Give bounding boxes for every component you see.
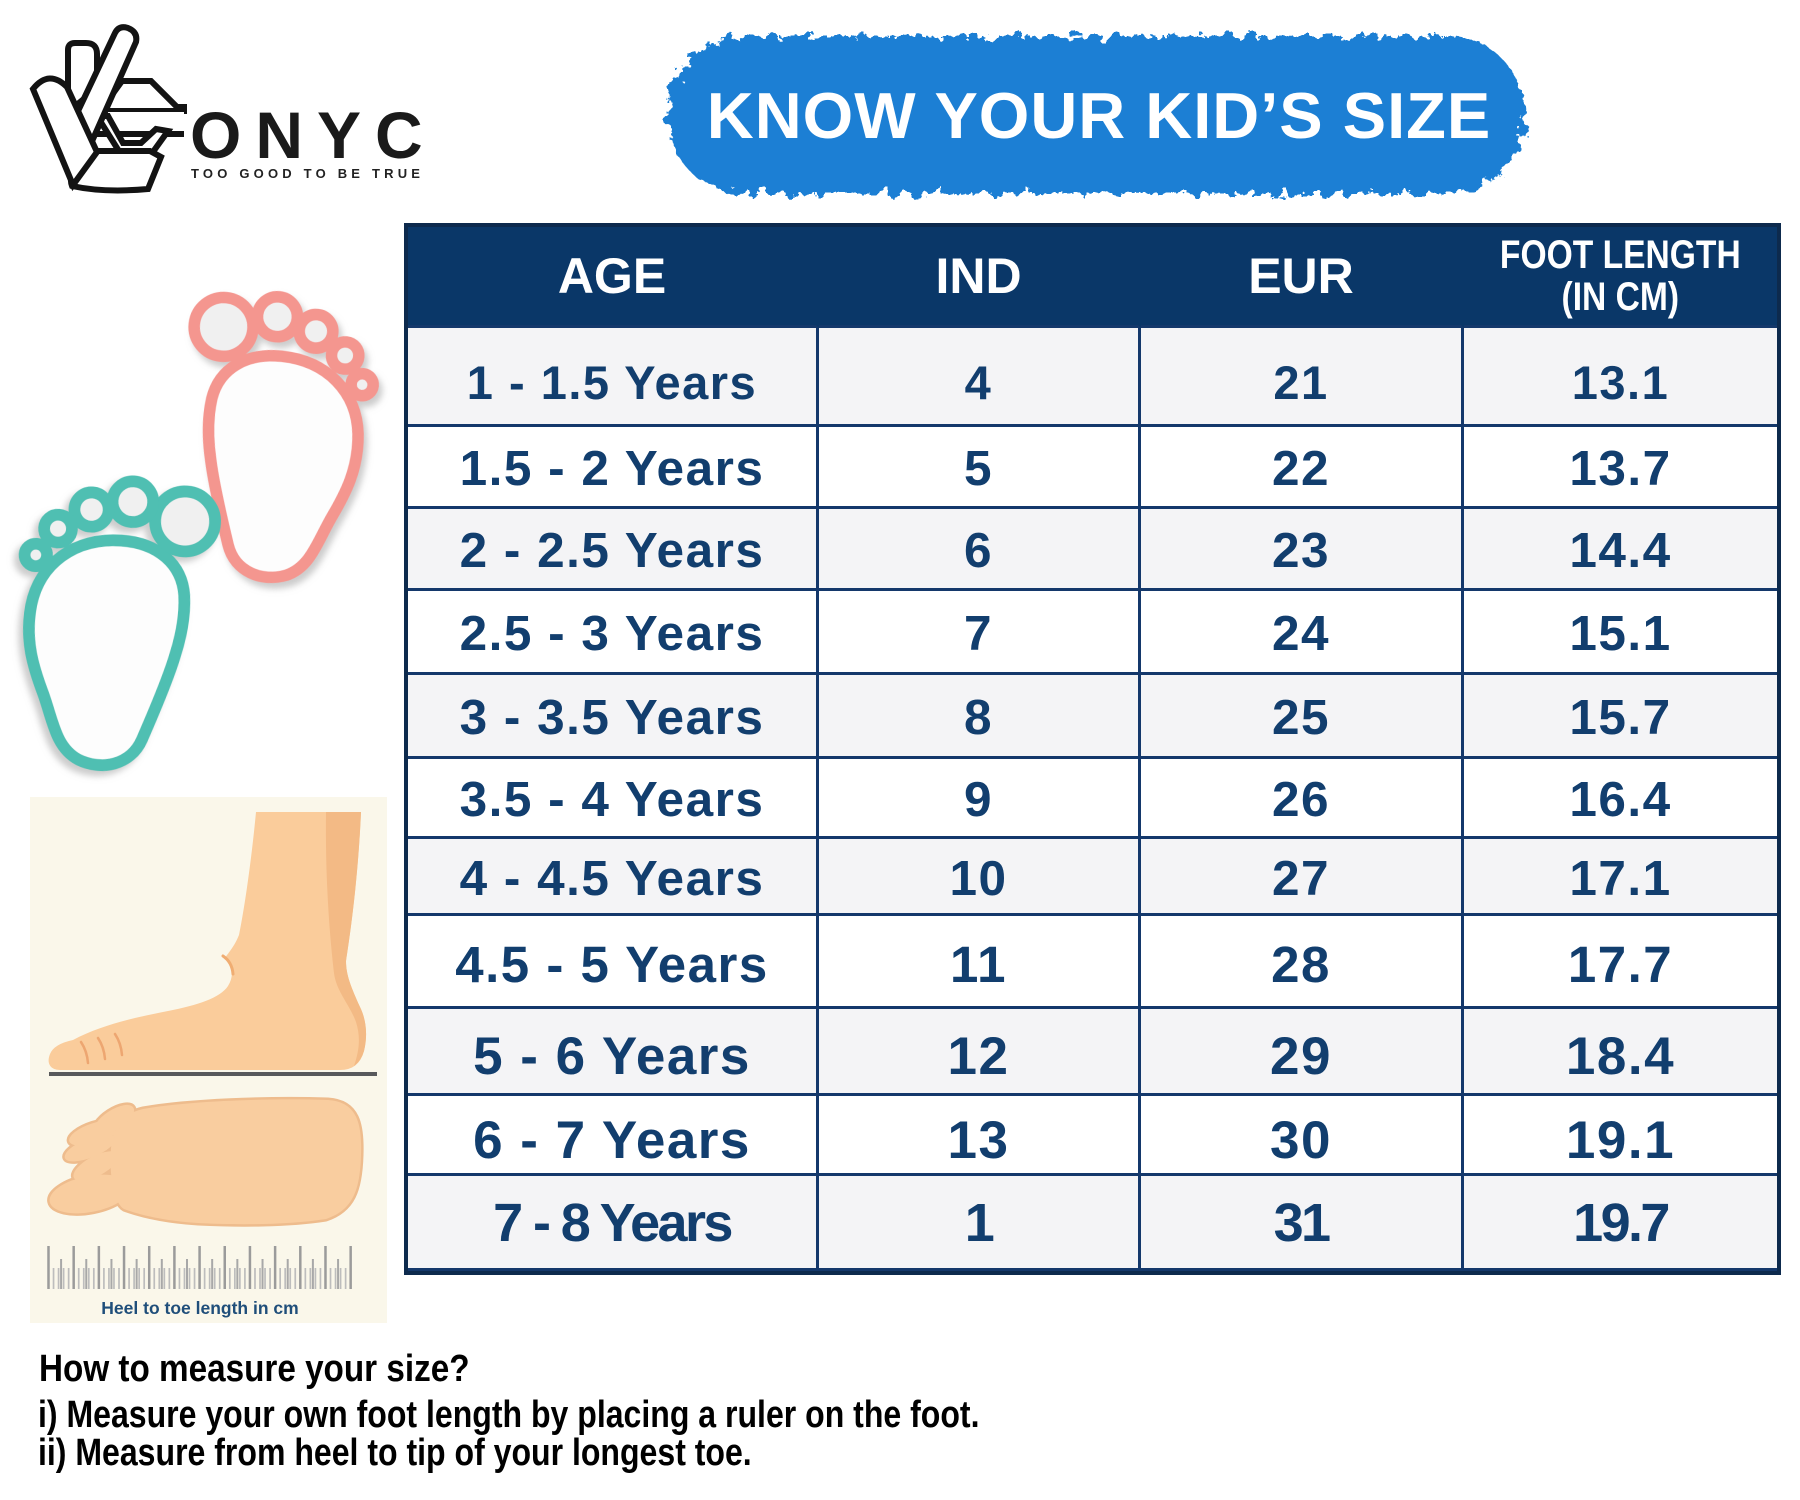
svg-text:Heel to toe length in cm: Heel to toe length in cm bbox=[101, 1298, 298, 1318]
